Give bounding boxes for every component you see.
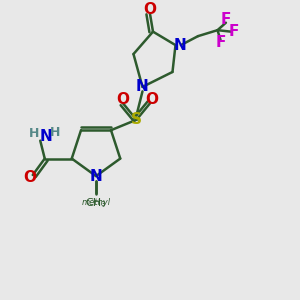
Text: O: O	[23, 170, 36, 185]
Text: F: F	[215, 34, 226, 50]
Text: O: O	[116, 92, 130, 107]
Text: H: H	[50, 126, 60, 139]
Text: F: F	[229, 24, 239, 39]
Text: S: S	[131, 112, 142, 127]
Text: F: F	[221, 12, 231, 27]
Text: N: N	[39, 129, 52, 144]
Text: CH₃: CH₃	[85, 199, 106, 208]
Text: N: N	[90, 169, 102, 184]
Text: N: N	[136, 80, 149, 94]
Text: O: O	[145, 92, 158, 107]
Text: methyl: methyl	[81, 198, 111, 207]
Text: N: N	[174, 38, 186, 52]
Text: O: O	[143, 2, 157, 17]
Text: H: H	[29, 127, 39, 140]
